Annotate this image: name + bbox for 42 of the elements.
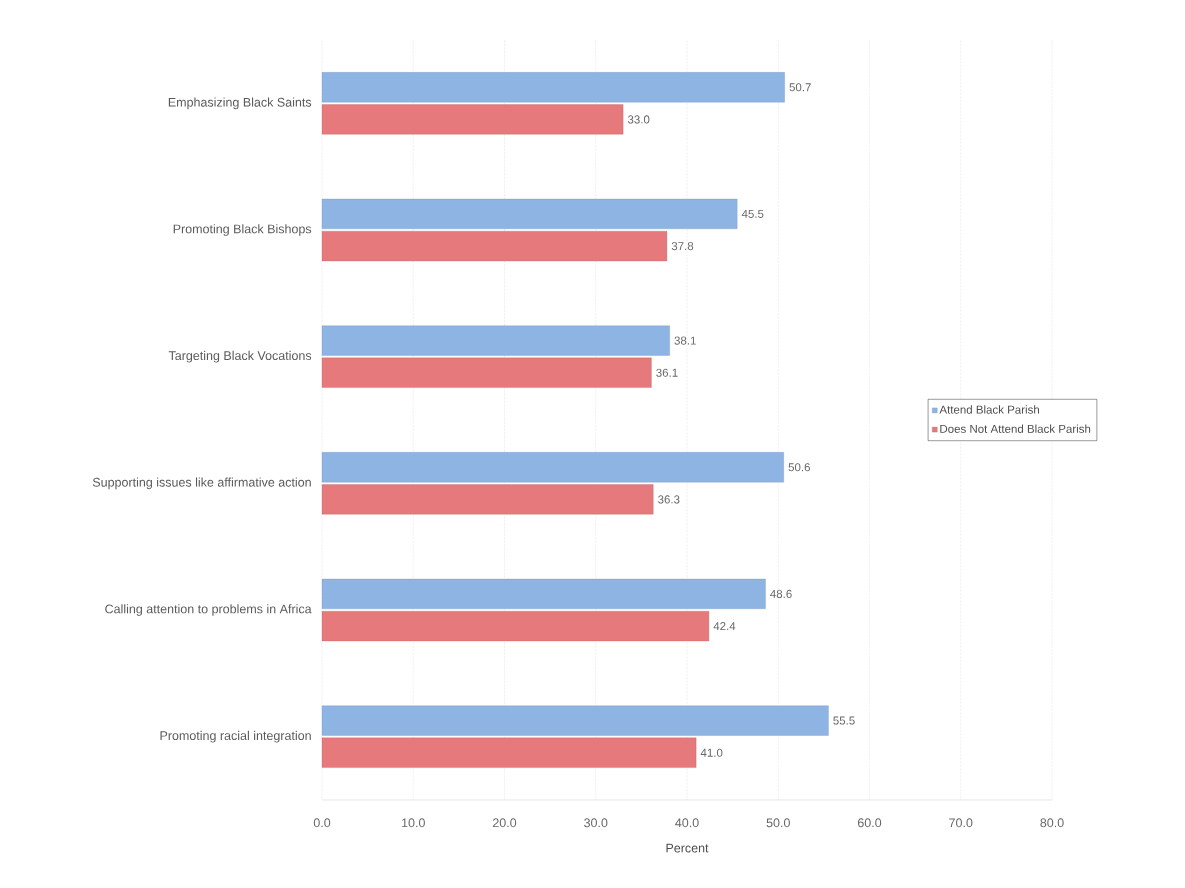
x-tick-label: 40.0 [675, 818, 699, 828]
data-label: 45.5 [741, 209, 764, 218]
x-tick-label: 0.0 [313, 818, 331, 828]
x-tick-label: 30.0 [584, 818, 608, 828]
data-label: 37.8 [671, 242, 694, 251]
bar [321, 705, 829, 736]
x-tick-label: 70.0 [949, 818, 973, 828]
bar [321, 452, 784, 483]
data-label: 55.5 [833, 716, 855, 725]
y-tick-label: Calling attention to problems in Africa [105, 604, 312, 616]
y-tick-label: Emphasizing Black Saints [168, 97, 312, 110]
x-tick-label: 80.0 [1040, 818, 1064, 828]
y-tick-label: Targeting Black Vocations [168, 350, 312, 363]
data-label: 33.0 [627, 115, 650, 124]
data-label: 48.6 [770, 589, 792, 598]
bar [321, 325, 670, 356]
bar [321, 72, 785, 103]
y-tick-label: Promoting Black Bishops [173, 224, 312, 236]
x-tick-label: 10.0 [402, 818, 425, 828]
x-axis-title: Percent [666, 843, 709, 853]
x-tick-label: 20.0 [492, 818, 517, 828]
y-tick-label: Supporting issues like affirmative action [92, 477, 311, 490]
bar [321, 231, 668, 262]
data-label: 50.6 [788, 463, 810, 472]
x-tick-label: 60.0 [857, 818, 882, 828]
data-label: 38.1 [674, 336, 696, 345]
bar [321, 104, 624, 135]
data-label: 50.7 [789, 83, 811, 92]
data-label: 42.4 [713, 622, 736, 631]
bar [321, 611, 710, 642]
bar [321, 198, 738, 229]
data-label: 36.1 [656, 368, 678, 377]
data-label: 36.3 [658, 495, 680, 504]
data-label: 41.0 [700, 748, 723, 757]
bar [321, 484, 654, 515]
legend-label: Does Not Attend Black Parish [940, 424, 1091, 433]
y-tick-label: Promoting racial integration [160, 730, 311, 743]
x-tick-label: 50.0 [766, 818, 790, 828]
legend-label: Attend Black Parish [939, 405, 1039, 414]
bar [321, 578, 766, 609]
bar [321, 357, 652, 388]
bar [321, 737, 697, 768]
